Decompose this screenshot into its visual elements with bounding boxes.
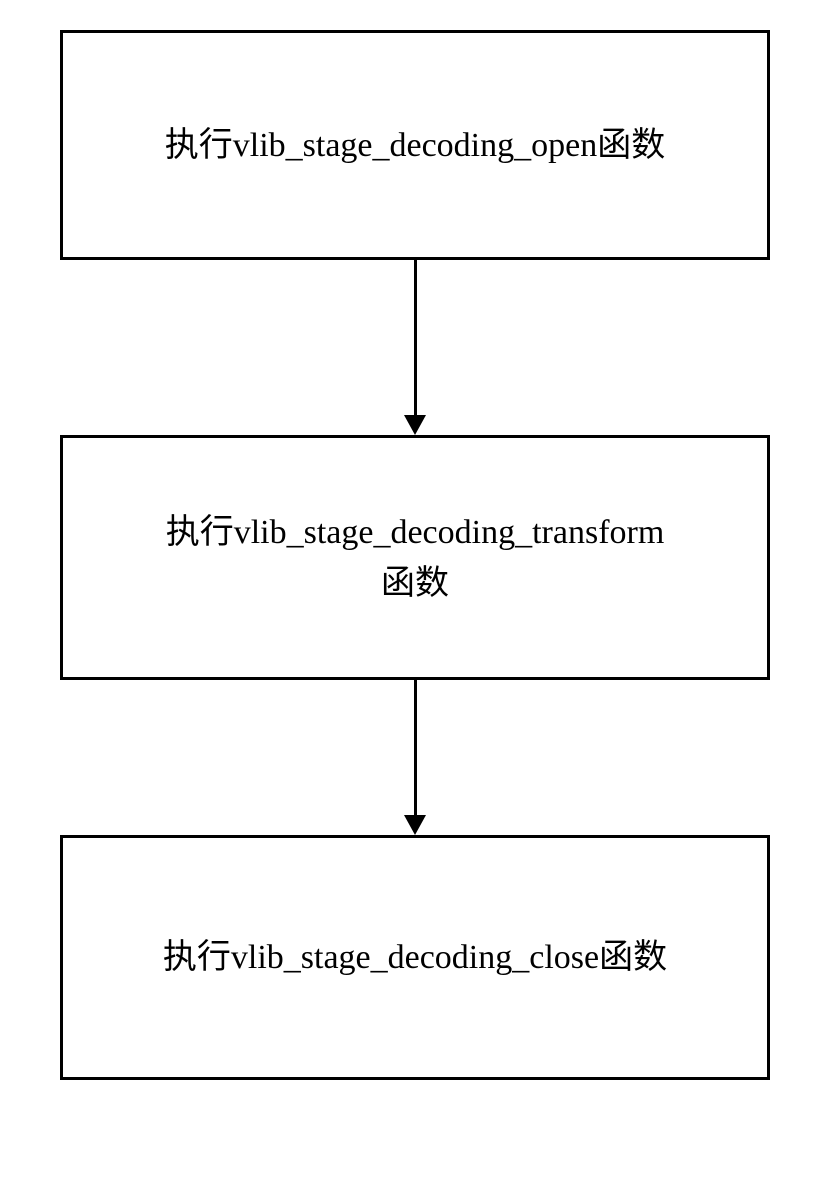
flowchart-node-2: 执行vlib_stage_decoding_transform 函数 <box>60 435 770 680</box>
flowchart-arrow-1 <box>404 260 426 435</box>
node-2-text-line2: 函数 <box>381 558 449 609</box>
arrow-2-head <box>404 815 426 835</box>
flowchart-container: 执行vlib_stage_decoding_open函数 执行vlib_stag… <box>60 30 770 1080</box>
node-1-text: 执行vlib_stage_decoding_open函数 <box>165 120 665 171</box>
flowchart-arrow-2 <box>404 680 426 835</box>
flowchart-node-1: 执行vlib_stage_decoding_open函数 <box>60 30 770 260</box>
arrow-1-head <box>404 415 426 435</box>
arrow-2-line <box>414 680 417 815</box>
node-2-text-line1: 执行vlib_stage_decoding_transform <box>166 507 665 558</box>
flowchart-node-3: 执行vlib_stage_decoding_close函数 <box>60 835 770 1080</box>
node-3-text: 执行vlib_stage_decoding_close函数 <box>163 932 667 983</box>
arrow-1-line <box>414 260 417 415</box>
